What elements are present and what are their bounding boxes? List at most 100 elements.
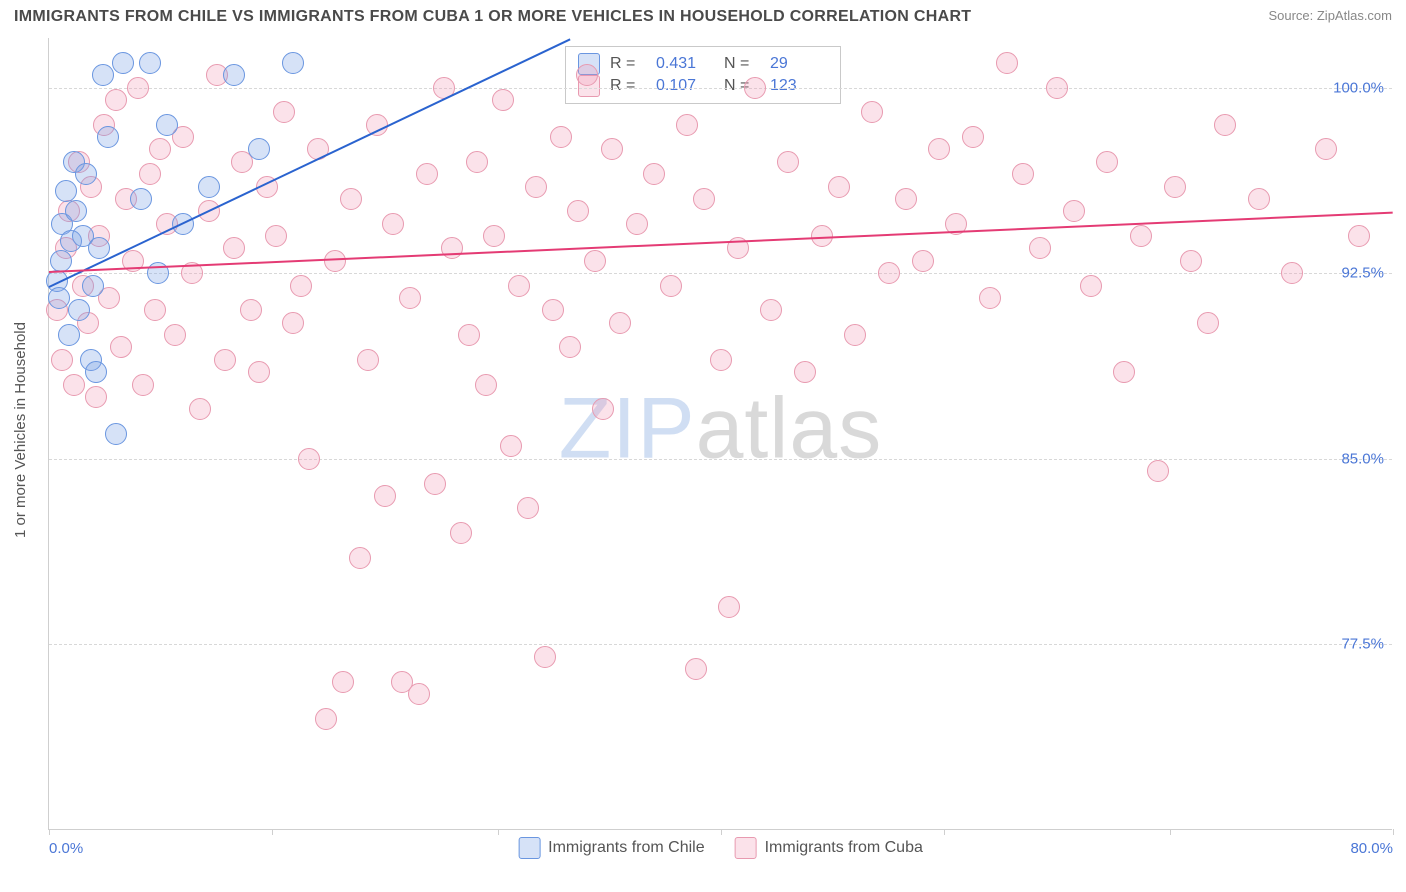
scatter-point-cuba [223, 237, 245, 259]
legend-n-value: 29 [770, 55, 828, 73]
scatter-point-cuba [399, 287, 421, 309]
scatter-point-chile [223, 64, 245, 86]
scatter-point-cuba [525, 176, 547, 198]
scatter-point-cuba [861, 101, 883, 123]
gridline-h [49, 644, 1392, 645]
scatter-point-cuba [265, 225, 287, 247]
legend-n-label: N = [724, 55, 760, 73]
gridline-h [49, 273, 1392, 274]
scatter-point-cuba [996, 52, 1018, 74]
scatter-point-cuba [718, 596, 740, 618]
scatter-point-chile [88, 237, 110, 259]
y-axis-label: 1 or more Vehicles in Household [12, 322, 29, 538]
scatter-point-cuba [676, 114, 698, 136]
scatter-point-cuba [149, 138, 171, 160]
scatter-point-cuba [979, 287, 1001, 309]
scatter-point-chile [97, 126, 119, 148]
scatter-point-cuba [298, 448, 320, 470]
x-tick-mark [944, 829, 945, 835]
scatter-point-cuba [1063, 200, 1085, 222]
scatter-point-cuba [626, 213, 648, 235]
scatter-point-cuba [324, 250, 346, 272]
scatter-point-chile [282, 52, 304, 74]
scatter-point-cuba [248, 361, 270, 383]
scatter-point-cuba [1029, 237, 1051, 259]
scatter-point-cuba [1046, 77, 1068, 99]
scatter-point-cuba [492, 89, 514, 111]
scatter-point-cuba [1164, 176, 1186, 198]
scatter-point-cuba [408, 683, 430, 705]
x-tick-mark [1170, 829, 1171, 835]
scatter-point-cuba [214, 349, 236, 371]
gridline-h [49, 459, 1392, 460]
watermark: ZIPatlas [559, 379, 882, 478]
scatter-point-cuba [450, 522, 472, 544]
scatter-point-chile [112, 52, 134, 74]
legend-r-value: 0.431 [656, 55, 714, 73]
scatter-point-chile [50, 250, 72, 272]
scatter-point-cuba [685, 658, 707, 680]
scatter-point-cuba [592, 398, 614, 420]
scatter-point-cuba [273, 101, 295, 123]
scatter-point-chile [82, 275, 104, 297]
scatter-point-cuba [441, 237, 463, 259]
scatter-point-cuba [132, 374, 154, 396]
scatter-point-cuba [85, 386, 107, 408]
scatter-point-cuba [483, 225, 505, 247]
scatter-point-chile [92, 64, 114, 86]
scatter-point-chile [139, 52, 161, 74]
scatter-point-cuba [844, 324, 866, 346]
scatter-point-cuba [542, 299, 564, 321]
scatter-point-cuba [777, 151, 799, 173]
scatter-point-cuba [475, 374, 497, 396]
scatter-point-cuba [1096, 151, 1118, 173]
watermark-part2: atlas [696, 380, 883, 476]
scatter-point-chile [85, 361, 107, 383]
scatter-point-cuba [282, 312, 304, 334]
scatter-point-cuba [912, 250, 934, 272]
scatter-point-cuba [962, 126, 984, 148]
scatter-point-cuba [189, 398, 211, 420]
scatter-point-chile [248, 138, 270, 160]
scatter-point-cuba [693, 188, 715, 210]
legend-n-value: 123 [770, 77, 828, 95]
x-tick-mark [498, 829, 499, 835]
scatter-point-cuba [828, 176, 850, 198]
scatter-point-cuba [601, 138, 623, 160]
scatter-point-cuba [1012, 163, 1034, 185]
watermark-part1: ZIP [559, 380, 696, 476]
scatter-point-cuba [349, 547, 371, 569]
legend-series-label: Immigrants from Cuba [765, 839, 923, 857]
y-tick-label: 85.0% [1341, 450, 1384, 467]
scatter-point-chile [68, 299, 90, 321]
chart-plot-area: ZIPatlas R =0.431N =29R =0.107N =123 Imm… [48, 38, 1392, 830]
legend-r-value: 0.107 [656, 77, 714, 95]
scatter-point-cuba [643, 163, 665, 185]
scatter-point-cuba [127, 77, 149, 99]
legend-stat-row: R =0.107N =123 [578, 75, 828, 97]
scatter-point-cuba [290, 275, 312, 297]
legend-swatch [735, 837, 757, 859]
trend-line-chile [49, 38, 571, 287]
scatter-point-cuba [1248, 188, 1270, 210]
scatter-point-cuba [895, 188, 917, 210]
scatter-point-cuba [382, 213, 404, 235]
scatter-point-cuba [240, 299, 262, 321]
y-tick-label: 92.5% [1341, 265, 1384, 282]
x-tick-mark [272, 829, 273, 835]
legend-series-item: Immigrants from Chile [518, 837, 704, 859]
scatter-point-cuba [315, 708, 337, 730]
scatter-point-cuba [340, 188, 362, 210]
scatter-point-cuba [374, 485, 396, 507]
x-tick-label: 80.0% [1350, 840, 1393, 857]
x-tick-mark [49, 829, 50, 835]
scatter-point-cuba [534, 646, 556, 668]
scatter-point-cuba [1214, 114, 1236, 136]
scatter-point-chile [48, 287, 70, 309]
scatter-point-cuba [584, 250, 606, 272]
scatter-point-chile [65, 200, 87, 222]
legend-swatch [518, 837, 540, 859]
scatter-point-cuba [609, 312, 631, 334]
correlation-legend: R =0.431N =29R =0.107N =123 [565, 46, 841, 104]
scatter-point-cuba [576, 64, 598, 86]
